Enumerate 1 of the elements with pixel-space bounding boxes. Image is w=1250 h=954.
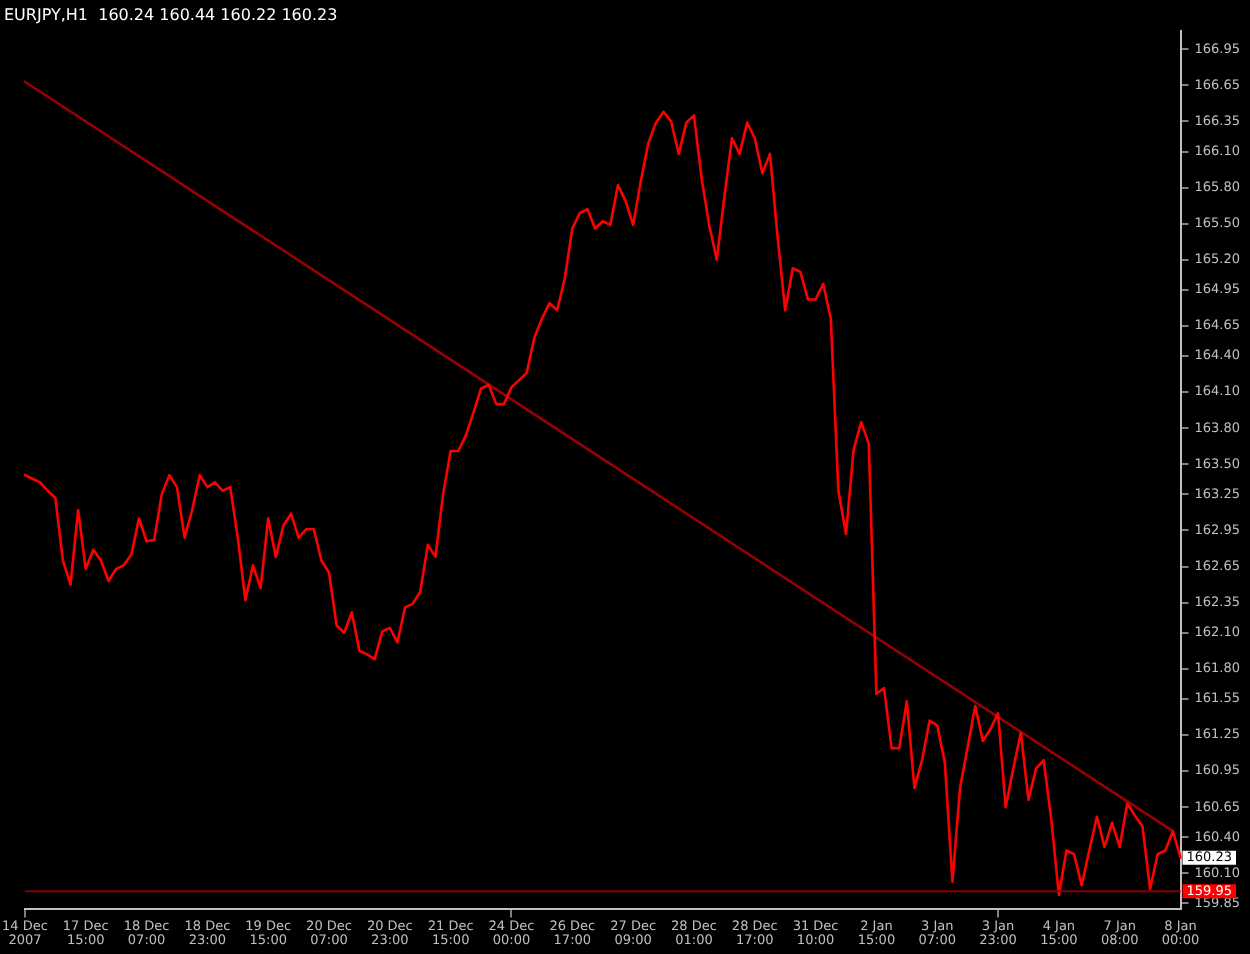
chart-title: EURJPY,H1 160.24 160.44 160.22 160.23 [4,5,338,24]
